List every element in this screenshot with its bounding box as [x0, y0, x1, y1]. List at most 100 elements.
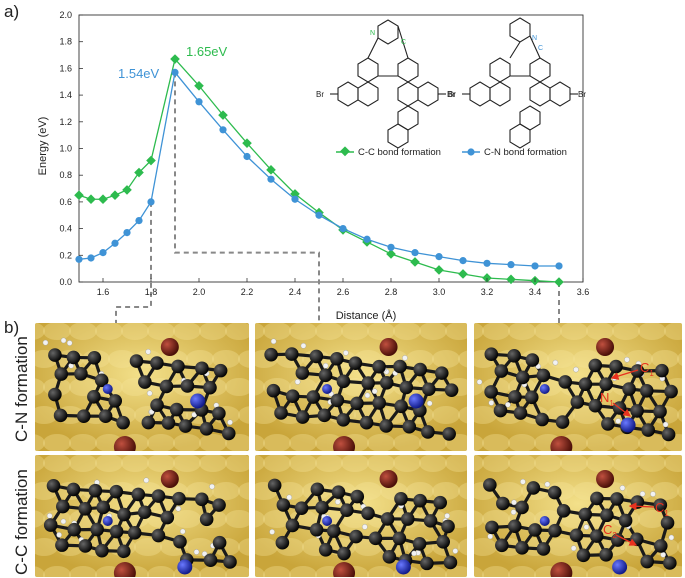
gold-atom — [474, 538, 497, 556]
gold-atom — [677, 540, 682, 554]
carbon-atom — [76, 409, 91, 423]
gold-atom — [238, 350, 249, 368]
carbon-atom — [610, 492, 624, 506]
hydrogen-atom — [300, 342, 307, 349]
carbon-atom — [56, 499, 70, 514]
carbon-atom — [310, 482, 325, 497]
gold-atom — [289, 323, 317, 340]
gold-atom — [638, 323, 666, 340]
gold-atom — [393, 434, 421, 451]
gold-atom — [108, 350, 136, 368]
scene-cc-left — [35, 455, 249, 577]
gold-atom — [289, 434, 317, 451]
gold-atom — [664, 323, 682, 340]
gold-atom — [43, 323, 71, 340]
gold-atom — [35, 406, 58, 424]
carbon-atom — [309, 522, 324, 537]
carbon-atom — [74, 366, 88, 381]
inset-cn-atom-n: N — [532, 35, 537, 42]
gold-atom — [199, 455, 227, 472]
scene-cn-middle — [255, 323, 467, 451]
carbon-atom — [203, 380, 217, 395]
gold-atom — [651, 350, 679, 368]
gold-atom — [255, 566, 265, 577]
x-tick-label: 2.2 — [241, 287, 254, 297]
gold-atom — [95, 323, 123, 340]
point-cn — [291, 195, 299, 203]
gold-atom — [255, 510, 265, 528]
carbon-atom — [555, 415, 570, 429]
point-cc — [98, 194, 108, 205]
carbon-atom — [318, 543, 333, 557]
hydrogen-atom — [343, 350, 349, 356]
gold-atom — [289, 566, 317, 577]
gold-atom — [474, 510, 484, 528]
hydrogen-atom — [60, 337, 67, 344]
carbon-atom — [54, 367, 69, 381]
point-cn — [75, 255, 83, 263]
nitrogen-atom — [177, 559, 193, 575]
point-cn — [135, 216, 143, 225]
carbon-atom — [318, 368, 333, 383]
point-cn — [267, 175, 275, 183]
hydrogen-atom — [488, 400, 495, 406]
bromine-atom — [113, 562, 136, 577]
gold-atom — [638, 510, 666, 528]
carbon-atom — [536, 368, 551, 383]
gold-atom — [393, 455, 421, 472]
carbon-atom — [199, 512, 214, 527]
hydrogen-atom — [286, 494, 293, 501]
gold-atom — [458, 350, 467, 368]
gold-atom — [367, 323, 395, 340]
nitrogen-atom — [539, 384, 550, 394]
gold-atom — [445, 323, 467, 340]
carbon-atom — [483, 478, 497, 492]
gold-atom — [186, 350, 214, 368]
carbon-atom — [109, 524, 124, 539]
gold-atom — [458, 406, 467, 424]
hydrogen-atom — [624, 356, 630, 363]
carbon-atom — [180, 379, 195, 393]
y-tick-label: 1.8 — [59, 37, 72, 47]
hydrogen-atom — [294, 379, 301, 385]
hydrogen-atom — [269, 529, 275, 535]
carbon-atom — [78, 501, 92, 516]
bromine-atom — [596, 470, 615, 488]
gold-atom — [263, 510, 291, 528]
carbon-atom — [558, 375, 573, 389]
point-cn — [171, 68, 179, 77]
hydrogen-atom — [639, 491, 646, 497]
carbon-atom — [379, 419, 393, 433]
point-cn — [507, 261, 515, 269]
carbon-atom — [413, 493, 427, 508]
carbon-atom — [108, 394, 123, 408]
carbon-atom — [372, 359, 386, 374]
gold-atom — [69, 434, 97, 451]
hydrogen-atom — [145, 348, 152, 355]
gold-atom — [121, 455, 149, 472]
bromine-atom — [333, 436, 356, 451]
hydrogen-atom — [42, 339, 49, 346]
carbon-atom — [212, 535, 227, 550]
carbon-atom — [515, 370, 530, 385]
point-cn — [435, 253, 443, 261]
carbon-atom — [285, 389, 300, 403]
point-cn — [195, 98, 203, 106]
carbon-atom — [641, 423, 656, 437]
hydrogen-atom — [209, 483, 215, 490]
carbon-atom — [116, 544, 131, 559]
y-tick-label: 1.6 — [59, 63, 72, 73]
bromine-atom — [113, 436, 136, 451]
gold-atom — [186, 538, 214, 556]
carbon-atom — [195, 361, 209, 376]
point-cn — [459, 257, 467, 265]
carbon-atom — [96, 500, 111, 515]
inset-cc-br-left: Br — [316, 90, 324, 99]
carbon-atom — [493, 403, 508, 418]
point-cc — [458, 269, 468, 279]
carbon-atom — [423, 514, 438, 528]
scene-cc-right — [474, 455, 682, 577]
peak-label-cc: 1.65eV — [186, 44, 228, 59]
carbon-atom — [48, 387, 62, 402]
point-cn — [339, 225, 347, 233]
